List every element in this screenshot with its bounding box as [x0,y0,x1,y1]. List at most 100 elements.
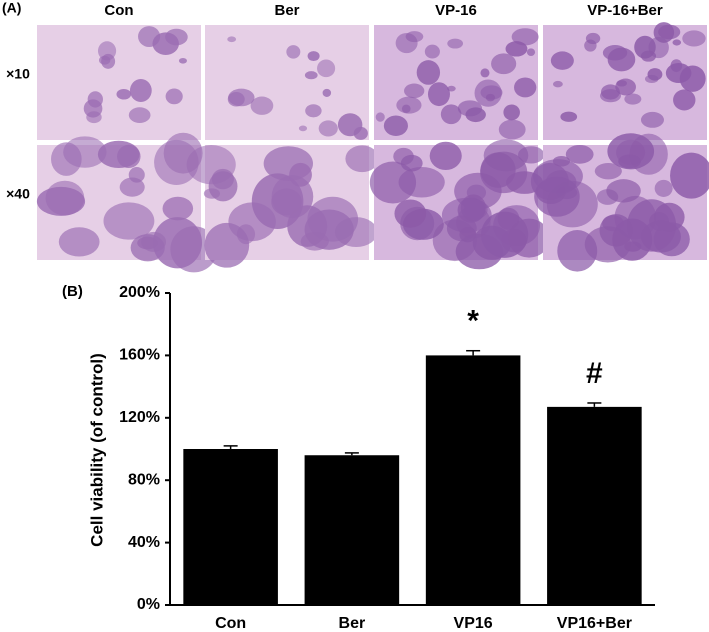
micrograph-panel [36,22,709,273]
x-tick-label: Con [215,615,246,632]
column-label: VP-16 [435,2,477,19]
cell-colony [103,202,155,240]
cell-colony [128,167,145,183]
cell-colony [441,197,492,233]
significance-mark: # [586,357,603,390]
cell-colony [552,156,570,167]
cell-colony [485,93,496,102]
cell-colony [286,45,301,59]
cell-colony [128,107,151,123]
cell-colony [474,79,502,107]
cell-colony [491,53,517,75]
cell-colony [427,82,450,107]
cell-colony [424,44,440,59]
cell-colony [305,104,322,118]
cell-colony [602,45,628,61]
y-tick-label: 160% [119,347,160,364]
cell-colony [618,154,641,169]
cell-colony [429,141,462,171]
y-tick-label: 120% [119,409,160,426]
cell-colony [337,113,363,137]
cell-colony [624,93,642,105]
cell-colony [594,162,622,180]
cell-colony [178,57,187,64]
cell-colony [63,136,107,168]
cell-colony [658,24,681,40]
cell-colony [653,222,690,257]
cell-colony [498,119,526,140]
cell-colony [665,63,692,83]
y-tick-label: 80% [128,471,160,488]
cell-colony [228,202,276,242]
cell-colony [416,60,441,85]
cell-colony [383,115,408,136]
cell-colony [455,233,503,270]
bar [547,406,642,605]
cell-colony [186,144,236,185]
panel-label: (A) [2,0,21,16]
cell-colony [517,146,545,164]
cell-colony [447,38,464,49]
cell-colony [165,28,188,46]
cell-colony [345,145,379,173]
cell-colony [670,152,709,199]
cell-colony [97,41,117,61]
cell-colony [640,111,664,128]
cell-colony [644,74,659,84]
significance-mark: * [467,305,479,338]
row-label: ×10 [6,66,30,82]
x-tick-label: VP16+Ber [557,615,632,632]
cell-colony [298,125,308,132]
cell-colony [58,227,100,257]
column-label: Con [104,2,133,19]
cell-colony [526,48,536,56]
cell-colony [36,186,86,216]
cell-colony [600,84,620,100]
cell-colony [141,231,167,252]
column-label: Ber [274,2,299,19]
cell-colony [503,104,520,121]
cell-colony [129,78,152,102]
cell-colony [673,89,696,111]
cell-colony [550,51,574,70]
cell-colony [553,80,563,88]
cell-colony [404,83,425,99]
cell-colony [584,39,597,52]
cell-colony [508,218,550,258]
cell-colony [480,68,490,78]
cell-colony [682,30,706,47]
cell-colony [514,77,537,98]
cell-colony [393,147,414,166]
cell-colony [394,199,427,228]
x-tick-label: VP16 [454,615,493,632]
cell-colony [334,217,378,248]
y-tick-label: 40% [128,534,160,551]
bar [183,449,278,605]
cell-colony [97,140,140,169]
y-tick-label: 200% [119,284,160,301]
cell-colony [300,232,329,251]
column-label: VP-16+Ber [587,2,663,19]
cell-colony [375,112,385,122]
cell-colony [672,39,682,46]
panel-label: (B) [62,283,83,300]
cell-colony [227,36,237,43]
cell-colony [86,111,102,124]
y-axis-label: Cell viability (of control) [87,353,106,547]
cell-colony [317,59,336,78]
bar [304,455,400,605]
x-tick-label: Ber [339,615,366,632]
cell-colony [250,96,274,115]
cell-colony [116,88,132,100]
cell-colony [511,28,539,46]
cell-colony [162,196,194,221]
cell-colony [654,179,673,197]
cell-colony [480,152,516,188]
cell-colony [466,184,487,201]
cell-colony [87,91,103,108]
cell-colony [318,120,338,137]
cell-colony [304,71,318,80]
cell-colony [227,91,245,107]
cell-colony [369,161,417,204]
